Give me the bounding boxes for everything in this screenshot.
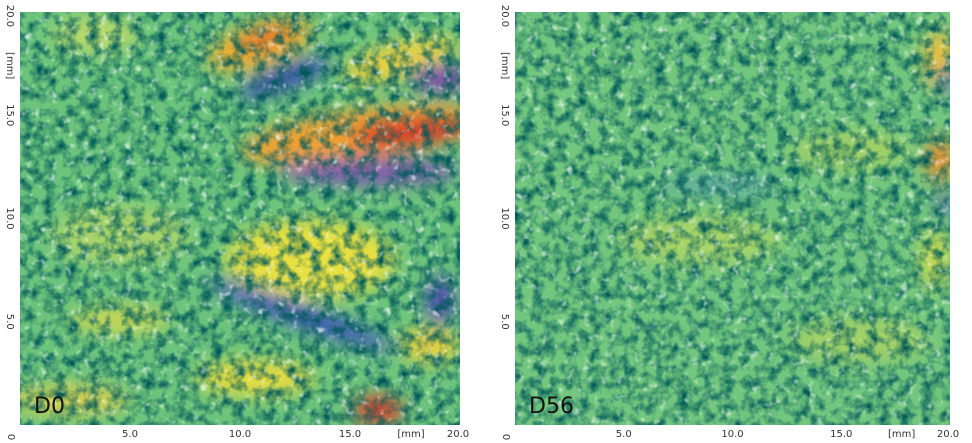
x-tick-label: 5.0: [122, 429, 138, 440]
x-tick-label: 20.0: [447, 429, 469, 440]
x-tick-label: 20.0: [937, 429, 959, 440]
y-tick-label: 20.0: [499, 5, 510, 27]
x-tick-label: 15.0: [339, 429, 361, 440]
y-tick-label: 10.0: [4, 207, 15, 229]
panel-label: D0: [34, 394, 65, 419]
x-tick-label: 10.0: [721, 429, 743, 440]
x-tick-label: 15.0: [830, 429, 852, 440]
y-tick-label: 5.0: [4, 314, 15, 330]
y-tick-label: 15.0: [499, 104, 510, 126]
x-tick-label: 5.0: [616, 429, 632, 440]
panel-label: D56: [529, 394, 574, 419]
x-unit: [mm]: [888, 429, 915, 440]
topography-d56: [515, 12, 958, 425]
x-tick-label: 0: [5, 434, 16, 440]
topography-d0: [10, 7, 482, 425]
y-tick-label: 5.0: [499, 314, 510, 330]
x-unit: [mm]: [397, 429, 424, 440]
y-tick-label: 20.0: [4, 5, 15, 27]
y-tick-label: 10.0: [499, 207, 510, 229]
y-tick-label: 15.0: [4, 104, 15, 126]
figure: D0 0 5.0 10.0 15.0 20.0 [mm] 5.0 10.0 15.0 20.0 [mm…: [0, 0, 972, 443]
x-tick-label: 10.0: [229, 429, 251, 440]
x-tick-label: 0: [500, 434, 511, 440]
y-unit: [mm]: [499, 52, 510, 79]
y-unit: [mm]: [4, 52, 15, 79]
